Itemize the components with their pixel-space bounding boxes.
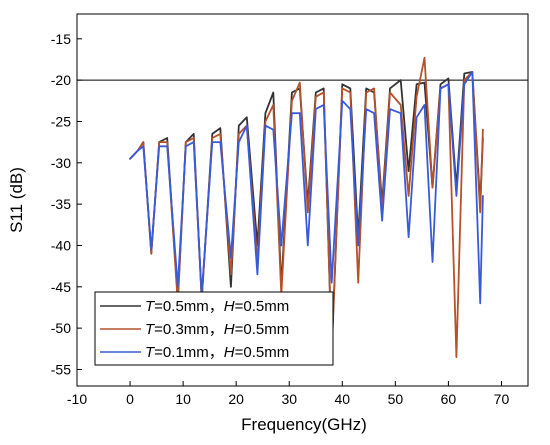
plot-frame [76,13,529,387]
y-tick-label: -30 [51,155,71,171]
x-tick-label: 40 [335,391,351,407]
legend-entry-3: T=0.1mm，H=0.5mm [145,344,289,361]
x-axis-title: Frequency(GHz) [241,415,367,434]
x-tick-label: -10 [67,391,87,407]
y-tick-label: -55 [51,361,71,377]
series-lines [129,56,484,359]
legend-entry-1: T=0.5mm，H=0.5mm [145,298,289,315]
legend: T=0.5mm，H=0.5mm T=0.3mm，H=0.5mm T=0.1mm，… [94,291,334,366]
x-tick-label: 50 [388,391,404,407]
x-tick-label: 70 [494,391,510,407]
legend-entry-2: T=0.3mm，H=0.5mm [145,321,289,338]
x-tick-label: 10 [175,391,191,407]
x-tick-label: 60 [441,391,457,407]
series-line-3 [129,71,484,305]
y-tick-label: -20 [51,72,71,88]
y-tick-label: -45 [51,279,71,295]
y-axis-title: S11 (dB) [7,167,26,233]
axis-ticks: -10 0 10 20 30 40 50 60 70 -15 -20 -25 -30 -35 -40 -45 -… [51,31,510,407]
x-tick-label: 30 [281,391,297,407]
y-tick-label: -25 [51,113,71,129]
y-tick-label: -40 [51,237,71,253]
x-tick-label: 20 [228,391,244,407]
series-line-2 [129,56,484,359]
y-tick-label: -35 [51,196,71,212]
y-tick-label: -15 [51,31,71,47]
y-tick-label: -50 [51,320,71,336]
x-tick-label: 0 [126,391,134,407]
